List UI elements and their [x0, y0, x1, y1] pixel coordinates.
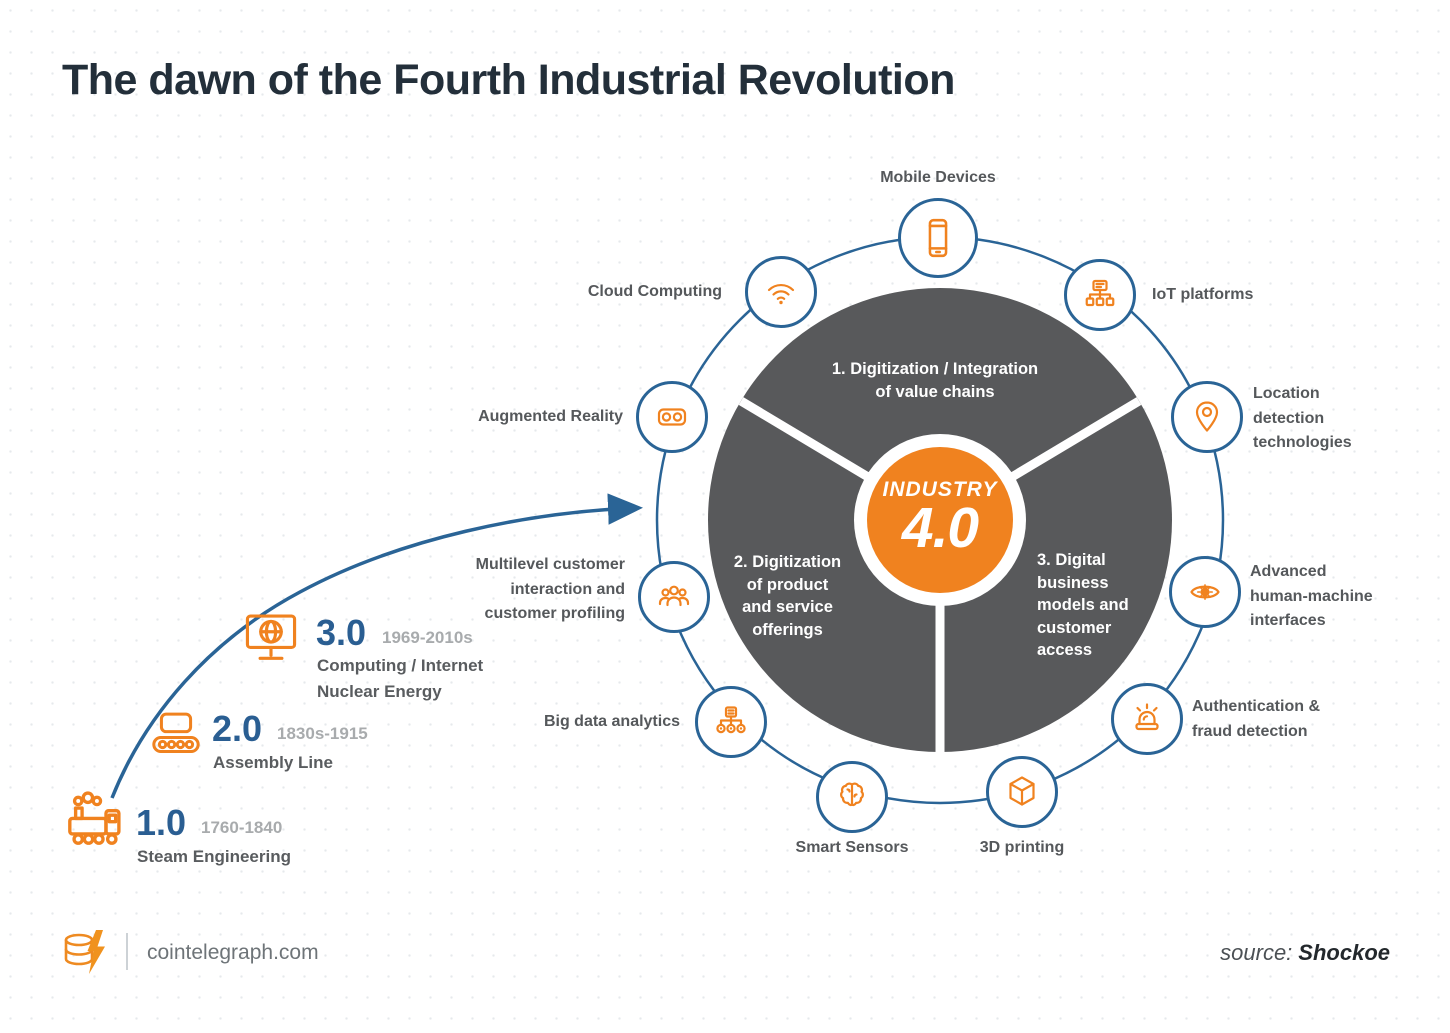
- people-group-icon: [658, 585, 690, 607]
- source-label: source:: [1220, 940, 1293, 965]
- page-title: The dawn of the Fourth Industrial Revolu…: [62, 56, 955, 104]
- timeline-label-3: Computing / Internet Nuclear Energy: [317, 656, 484, 701]
- assembly-line-icon: [152, 712, 200, 754]
- segment-2-label: 2. Digitization of product and service o…: [733, 553, 842, 639]
- segment-3-label: 3. Digital business models and customer …: [1037, 551, 1129, 659]
- timeline-label-2: Assembly Line: [213, 753, 333, 772]
- label-mobile-devices: Mobile Devices: [880, 169, 996, 186]
- flowchart-gears-icon: [716, 706, 746, 734]
- label-big-data: Big data analytics: [543, 713, 680, 730]
- brain-icon: [840, 782, 864, 807]
- cointelegraph-logo: [64, 930, 105, 974]
- node-big-data: [695, 686, 767, 758]
- network-nodes-icon: [1085, 279, 1115, 307]
- footer-site-name: cointelegraph.com: [147, 941, 319, 964]
- label-3d-printing: 3D printing: [979, 839, 1065, 856]
- node-multilevel-customer: [638, 561, 710, 633]
- industry-40-label: INDUSTRY 4.0: [855, 478, 1025, 560]
- timeline-label-1: Steam Engineering: [137, 847, 291, 866]
- timeline-version-1: 1.0: [136, 802, 187, 843]
- timeline-version-3: 3.0: [316, 612, 367, 653]
- steam-locomotive-icon: [68, 791, 121, 845]
- label-augmented-reality: Augmented Reality: [478, 408, 623, 425]
- smartphone-icon: [928, 218, 948, 258]
- eye-gear-icon: [1190, 584, 1220, 600]
- node-cloud-computing: [745, 256, 817, 328]
- industry-version: 4.0: [901, 496, 979, 560]
- node-augmented-reality: [636, 381, 708, 453]
- timeline-years-2: 1830s-1915: [277, 724, 368, 743]
- label-location-detection: Location detection technologies: [1253, 385, 1352, 451]
- footer-divider: [126, 933, 128, 970]
- computer-globe-icon: [245, 614, 297, 660]
- evolution-arrow: [110, 493, 643, 799]
- source-name: Shockoe: [1298, 940, 1390, 965]
- center-circle: [867, 447, 1013, 593]
- label-multilevel-customer: Multilevel customer interaction and cust…: [475, 556, 625, 622]
- industry-word: INDUSTRY: [882, 478, 998, 501]
- node-location-detection: [1171, 381, 1243, 453]
- industry-ring-diagram: [655, 235, 1225, 805]
- label-smart-sensors: Smart Sensors: [795, 839, 909, 856]
- label-cloud-computing: Cloud Computing: [587, 283, 722, 300]
- label-iot-platforms: IoT platforms: [1152, 286, 1254, 303]
- siren-icon: [1135, 703, 1159, 731]
- timeline-years-1: 1760-1840: [201, 818, 283, 837]
- label-advanced-hmi: Advanced human-machine interfaces: [1250, 563, 1373, 629]
- timeline-years-3: 1969-2010s: [382, 628, 473, 647]
- label-authentication: Authentication & fraud detection: [1192, 698, 1320, 740]
- wifi-icon: [767, 283, 795, 305]
- node-smart-sensors: [816, 761, 888, 833]
- arrow-curve: [110, 493, 643, 799]
- footer-source: source: Shockoe: [1220, 940, 1390, 966]
- vr-goggles-icon: [657, 408, 687, 426]
- segment-1-label: 1. Digitization / Integration of value c…: [831, 360, 1039, 401]
- node-authentication: [1111, 683, 1183, 755]
- timeline-version-2: 2.0: [212, 708, 263, 749]
- node-mobile-devices: [898, 198, 978, 278]
- node-3d-printing: [986, 756, 1058, 828]
- node-iot-platforms: [1064, 259, 1136, 331]
- cube-icon: [1009, 776, 1035, 806]
- map-pin-icon: [1195, 401, 1219, 432]
- node-advanced-hmi: [1169, 556, 1241, 628]
